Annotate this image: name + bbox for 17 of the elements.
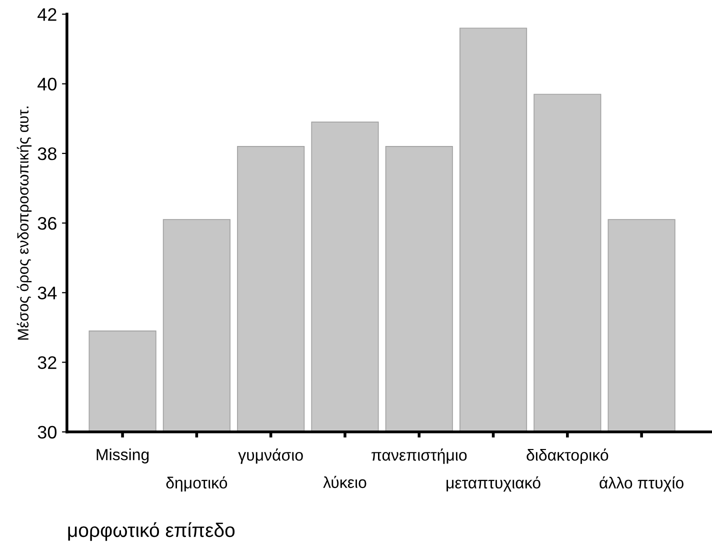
x-tick-label: δημοτικό [166,476,228,492]
x-tick-label: πανεπιστήμιο [372,448,467,464]
x-tick-label: διδακτορικό [526,448,608,464]
y-tick-label: 34 [38,286,57,300]
x-tick-label: Missing [96,448,149,464]
y-tick-label: 36 [38,216,56,230]
x-tick-label: μεταπτυχιακό [446,476,540,492]
y-tick-label: 38 [38,147,56,160]
x-tick-label: γυμνάσιο [238,448,303,464]
y-tick-label: 40 [38,78,56,91]
y-axis-title: Μέσος όρος ενδοπροσωπικής αυτ. [16,106,32,340]
x-tick-label: άλλο πτυχίο [600,476,684,492]
y-tick-label: 42 [38,8,56,21]
y-tick-label: 32 [38,356,56,369]
y-tick-label: 30 [38,426,56,439]
x-tick-label: λύκειο [323,476,366,488]
x-axis-title: μορφωτικό επίπεδο [68,522,235,541]
